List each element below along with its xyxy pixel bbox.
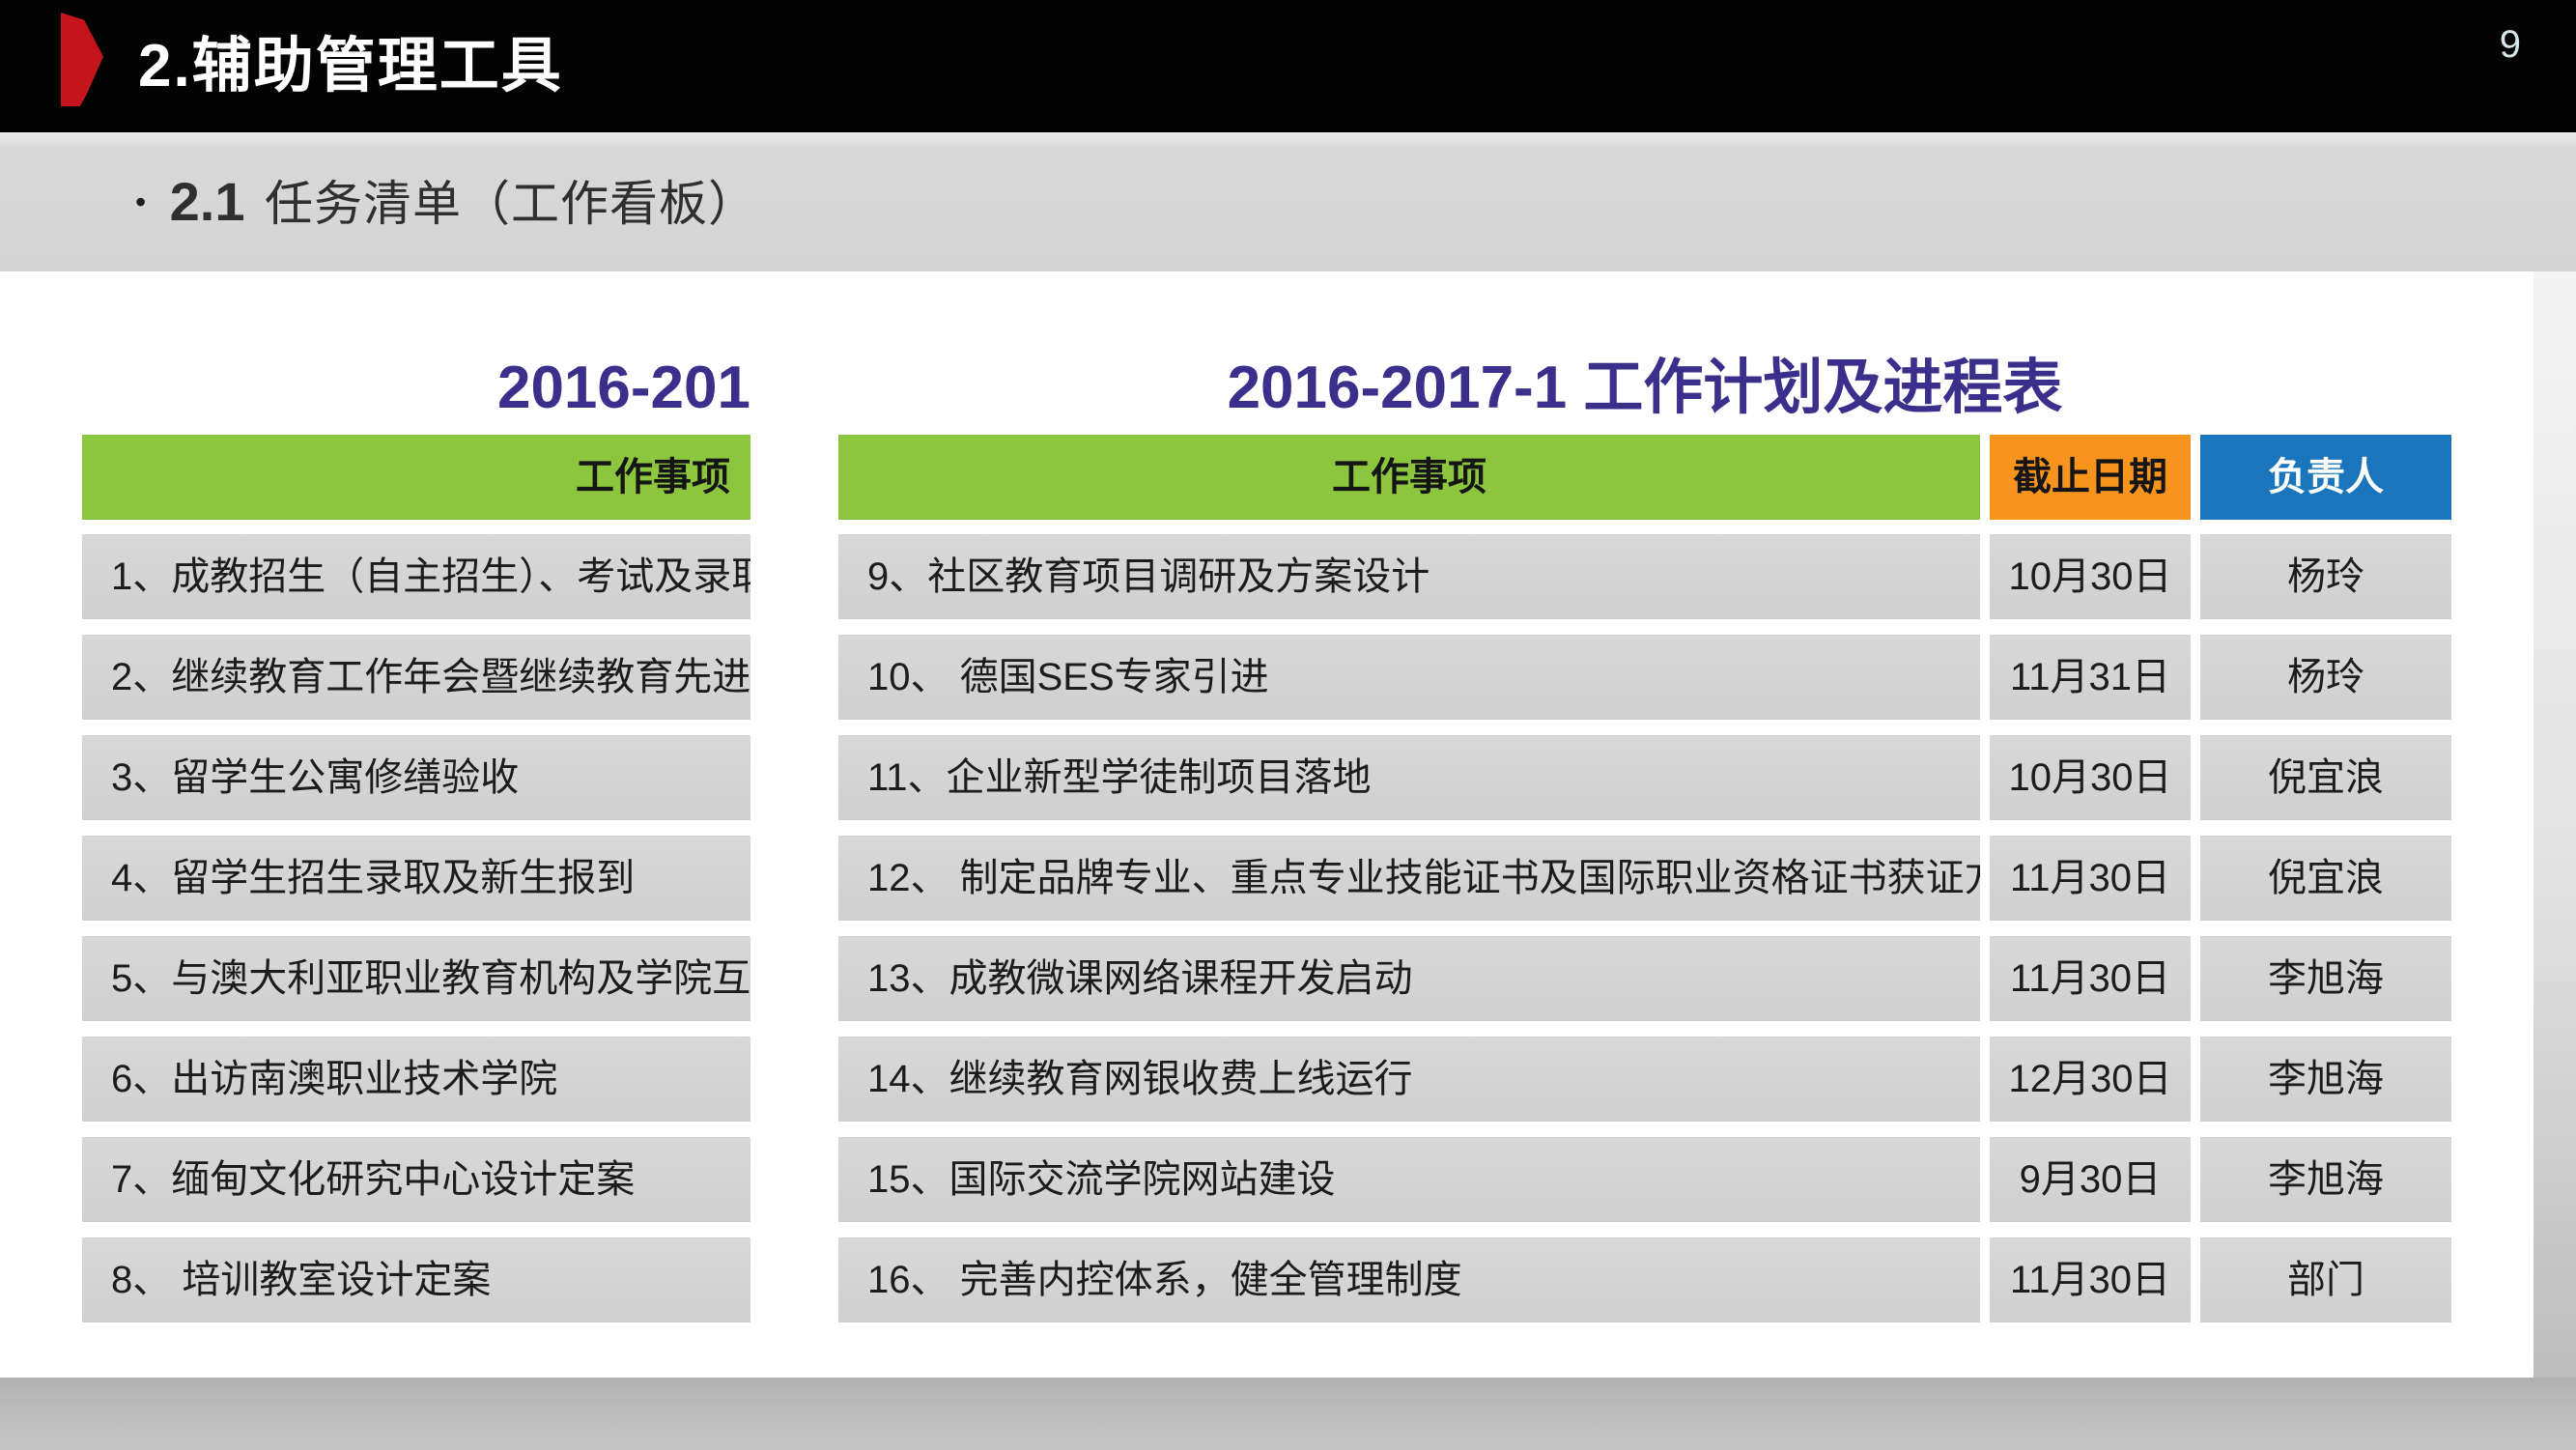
task-row: 7、缅甸文化研究中心设计定案 — [82, 1137, 750, 1222]
owner-cell: 李旭海 — [2200, 1137, 2451, 1222]
owner-cell: 李旭海 — [2200, 936, 2451, 1021]
deadline-cell: 9月30日 — [1990, 1137, 2191, 1222]
owner-cell: 倪宜浪 — [2200, 735, 2451, 820]
deadline-cell: 12月30日 — [1990, 1037, 2191, 1122]
task-row: 4、留学生招生录取及新生报到 — [82, 836, 750, 921]
task-row: 3、留学生公寓修缮验收 — [82, 735, 750, 820]
task-cell: 15、国际交流学院网站建设 — [838, 1137, 1980, 1222]
header-owner: 负责人 — [2200, 435, 2451, 520]
right-edge-shading — [2534, 271, 2576, 1378]
task-row: 2、继续教育工作年会暨继续教育先进单位及 — [82, 635, 750, 720]
page-number: 9 — [2499, 23, 2521, 66]
subtitle-text: 任务清单（工作看板） — [264, 177, 757, 231]
left-table-header-task: 工作事项 — [82, 435, 750, 520]
section-subtitle-band: • 2.1 任务清单（工作看板） — [0, 132, 2576, 271]
right-table-title: 2016-2017-1 工作计划及进程表 — [1227, 355, 2063, 421]
task-row: 8、 培训教室设计定案 — [82, 1237, 750, 1322]
task-row: 5、与澳大利亚职业教育机构及学院互动洽 — [82, 936, 750, 1021]
owner-cell: 杨玲 — [2200, 534, 2451, 619]
left-work-plan-table: 2016-201 工作事项 1、成教招生（自主招生）、考试及录取工 2、继续教育… — [82, 340, 750, 1327]
bullet-icon: • — [135, 185, 147, 219]
task-cell: 16、 完善内控体系，健全管理制度 — [838, 1237, 1980, 1322]
owner-cell: 部门 — [2200, 1237, 2451, 1322]
owner-cell: 李旭海 — [2200, 1037, 2451, 1122]
task-cell: 9、社区教育项目调研及方案设计 — [838, 534, 1980, 619]
deadline-cell: 10月30日 — [1990, 534, 2191, 619]
task-cell: 10、 德国SES专家引进 — [838, 635, 1980, 720]
task-cell: 12、 制定品牌专业、重点专业技能证书及国际职业资格证书获证方案 — [838, 836, 1980, 921]
deadline-cell: 11月30日 — [1990, 836, 2191, 921]
deadline-cell: 11月30日 — [1990, 936, 2191, 1021]
footer-band — [0, 1378, 2576, 1450]
header-deadline: 截止日期 — [1990, 435, 2191, 520]
right-work-plan-table: 2016-2017-1 工作计划及进程表 工作事项 截止日期 负责人 9、社区教… — [838, 340, 2451, 1327]
task-cell: 13、成教微课网络课程开发启动 — [838, 936, 1980, 1021]
deadline-cell: 10月30日 — [1990, 735, 2191, 820]
title-bar: 2.辅助管理工具 9 — [0, 0, 2576, 132]
deadline-cell: 11月31日 — [1990, 635, 2191, 720]
task-row: 1、成教招生（自主招生）、考试及录取工 — [82, 534, 750, 619]
left-table-title: 2016-201 — [496, 355, 750, 421]
owner-cell: 倪宜浪 — [2200, 836, 2451, 921]
deadline-cell: 11月30日 — [1990, 1237, 2191, 1322]
owner-cell: 杨玲 — [2200, 635, 2451, 720]
header-task: 工作事项 — [838, 435, 1980, 520]
page-title: 2.辅助管理工具 — [138, 33, 563, 100]
task-cell: 11、企业新型学徒制项目落地 — [838, 735, 1980, 820]
red-chevron-icon — [61, 13, 103, 106]
subtitle-number: 2.1 — [169, 171, 245, 232]
task-cell: 14、继续教育网银收费上线运行 — [838, 1037, 1980, 1122]
section-subtitle: • 2.1 任务清单（工作看板） — [135, 132, 757, 271]
task-row: 6、出访南澳职业技术学院 — [82, 1037, 750, 1122]
